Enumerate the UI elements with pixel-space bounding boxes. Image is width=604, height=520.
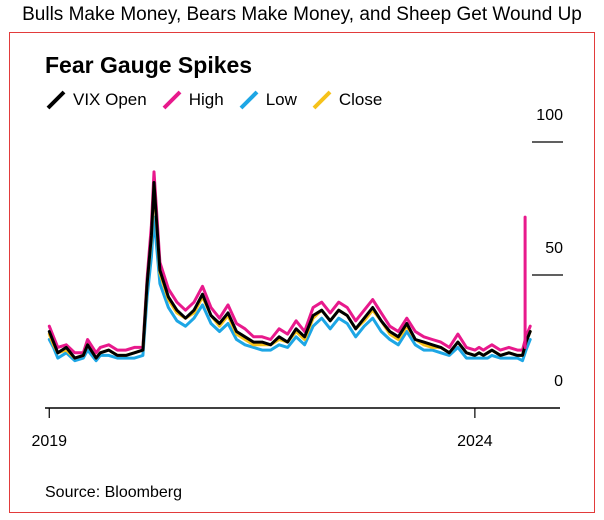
y-tick-label: 0	[554, 373, 563, 390]
legend-label-low: Low	[265, 90, 297, 109]
x-tick-label: 2024	[457, 433, 493, 450]
legend-item-close: Close	[311, 89, 382, 111]
headline: Bulls Make Money, Bears Make Money, and …	[22, 4, 582, 25]
legend-item-high: High	[161, 89, 224, 111]
legend-label-high: High	[188, 90, 224, 109]
legend-label-open: VIX Open	[73, 90, 147, 109]
series-line-low	[47, 215, 532, 363]
y-tick-label: 50	[545, 240, 563, 257]
legend-item-open: VIX Open	[45, 89, 147, 111]
y-tick-label: 100	[536, 107, 563, 124]
series-line-open	[47, 181, 532, 360]
legend-item-low: Low	[238, 89, 297, 111]
legend-swatch-low	[239, 90, 259, 110]
chart-title: Fear Gauge Spikes	[45, 52, 253, 78]
source-note: Source: Bloomberg	[45, 484, 182, 501]
chart-legend: VIX Open High Low Close	[45, 89, 396, 111]
series-line-high	[47, 170, 532, 355]
legend-swatch-open	[46, 90, 66, 110]
legend-swatch-high	[162, 90, 182, 110]
axis-layer	[45, 141, 563, 418]
tick-label-layer: 100 50 0 2019 2024	[31, 107, 563, 450]
legend-label-close: Close	[338, 90, 383, 109]
series-layer	[47, 170, 532, 363]
chart-frame	[9, 32, 595, 513]
legend-swatch-close	[312, 90, 332, 110]
x-tick-label: 2019	[31, 433, 67, 450]
